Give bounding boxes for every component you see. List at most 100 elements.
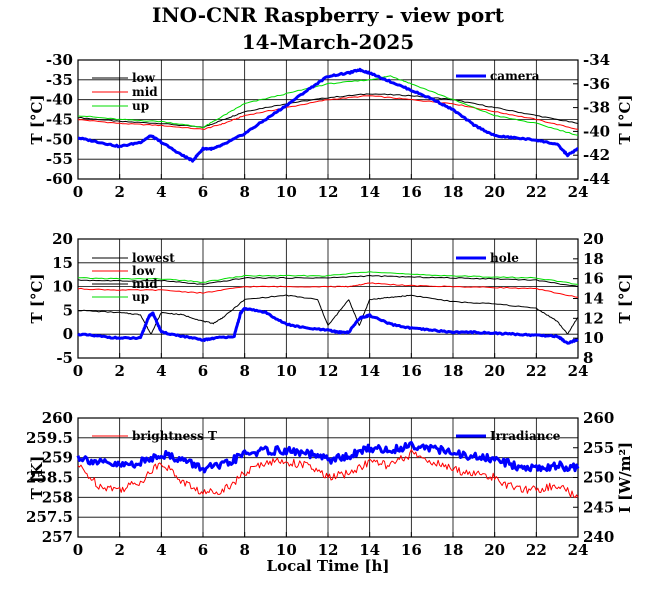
y2-tick-label: -40 [583, 122, 610, 140]
x-tick-label: 10 [276, 183, 297, 201]
x-tick-label: 20 [484, 362, 505, 380]
x-tick-label: 14 [359, 183, 380, 201]
x-tick-label: 18 [443, 362, 464, 380]
x-tick-label: 18 [443, 541, 464, 559]
series-line-irradiance [76, 440, 580, 474]
legend-label: brightness T [132, 429, 217, 443]
y2-tick-label: 12 [583, 309, 604, 327]
x-tick-label: 24 [568, 541, 589, 559]
x-tick-label: 22 [526, 541, 547, 559]
x-tick-label: 20 [484, 541, 505, 559]
series-line-up [78, 271, 579, 285]
legend-label: low [132, 71, 156, 85]
x-tick-label: 20 [484, 183, 505, 201]
y-tick-label: 259 [42, 449, 73, 467]
y2-tick-label: 260 [583, 409, 614, 427]
x-tick-label: 12 [318, 362, 339, 380]
y-tick-label: 260 [42, 409, 73, 427]
y2-tick-label: -42 [583, 146, 610, 164]
y-axis-label: T [K] [28, 456, 46, 500]
y-tick-label: -60 [46, 170, 73, 188]
x-tick-label: 6 [198, 362, 208, 380]
y2-tick-label: 245 [583, 498, 614, 516]
legend-label: Irradiance [490, 429, 561, 443]
y2-tick-label: -36 [583, 75, 610, 93]
y-tick-label: -35 [46, 71, 73, 89]
y2-tick-label: -44 [583, 170, 610, 188]
chart-title: INO-CNR Raspberry - view port [152, 3, 505, 27]
legend-label: camera [490, 69, 540, 83]
y-tick-label: 257.5 [26, 508, 73, 526]
legend-label: low [132, 264, 156, 278]
y-tick-label: 258.5 [26, 469, 73, 487]
x-tick-label: 2 [114, 183, 124, 201]
chart-subtitle: 14-March-2025 [242, 30, 414, 54]
y-tick-label: -55 [46, 150, 73, 168]
x-tick-label: 0 [73, 362, 83, 380]
legend-label: mid [132, 85, 158, 99]
series-line-brightness-t [77, 449, 579, 499]
y2-tick-label: 240 [583, 528, 614, 546]
x-tick-label: 10 [276, 541, 297, 559]
x-tick-label: 8 [239, 362, 249, 380]
legend-label: up [132, 99, 149, 113]
x-tick-label: 14 [359, 362, 380, 380]
y-tick-label: 0 [63, 325, 73, 343]
x-tick-label: 4 [156, 362, 166, 380]
y-axis-label: T [°C] [28, 273, 46, 323]
x-tick-label: 18 [443, 183, 464, 201]
series-line-low [77, 93, 579, 128]
x-tick-label: 24 [568, 362, 589, 380]
x-tick-label: 14 [359, 541, 380, 559]
y-tick-label: 259.5 [26, 429, 73, 447]
x-tick-label: 4 [156, 541, 166, 559]
y-tick-label: -40 [46, 91, 73, 109]
y2-tick-label: 255 [583, 439, 614, 457]
x-tick-label: 22 [526, 183, 547, 201]
y2-tick-label: 250 [583, 469, 614, 487]
y-tick-label: -30 [46, 51, 73, 69]
series-line-hole [77, 306, 579, 345]
y-tick-label: 20 [52, 230, 73, 248]
x-tick-label: 16 [401, 362, 422, 380]
legend-label: lowest [132, 251, 175, 265]
x-tick-label: 6 [198, 183, 208, 201]
y2-tick-label: 18 [583, 250, 604, 268]
x-tick-label: 8 [239, 183, 249, 201]
series-line-low [77, 282, 579, 298]
x-tick-label: 12 [318, 541, 339, 559]
y2-tick-label: -34 [583, 51, 610, 69]
y-axis-label: T [°C] [28, 94, 46, 144]
y-tick-label: 257 [42, 528, 73, 546]
y-tick-label: 5 [63, 301, 73, 319]
series-line-mid [77, 95, 579, 130]
y2-tick-label: -38 [583, 99, 610, 117]
x-tick-label: 6 [198, 541, 208, 559]
legend-label: mid [132, 277, 158, 291]
x-tick-label: 12 [318, 183, 339, 201]
y-tick-label: 15 [52, 254, 73, 272]
y2-tick-label: 16 [583, 270, 604, 288]
x-tick-label: 10 [276, 362, 297, 380]
x-tick-label: 2 [114, 362, 124, 380]
x-tick-label: 22 [526, 362, 547, 380]
series-line-mid [77, 275, 579, 288]
y2-axis-label: I [W/m²] [616, 442, 634, 513]
y-tick-label: -5 [56, 349, 73, 367]
y2-tick-label: 20 [583, 230, 604, 248]
y-tick-label: 10 [52, 278, 73, 296]
legend-label: up [132, 290, 149, 304]
x-tick-label: 2 [114, 541, 124, 559]
y2-axis-label: T [°C] [616, 273, 634, 323]
x-tick-label: 0 [73, 183, 83, 201]
series-line-lowest [77, 294, 579, 335]
y-tick-label: -45 [46, 111, 73, 129]
x-tick-label: 0 [73, 541, 83, 559]
x-tick-label: 8 [239, 541, 249, 559]
y2-tick-label: 8 [583, 349, 593, 367]
series-line-camera [77, 67, 579, 163]
